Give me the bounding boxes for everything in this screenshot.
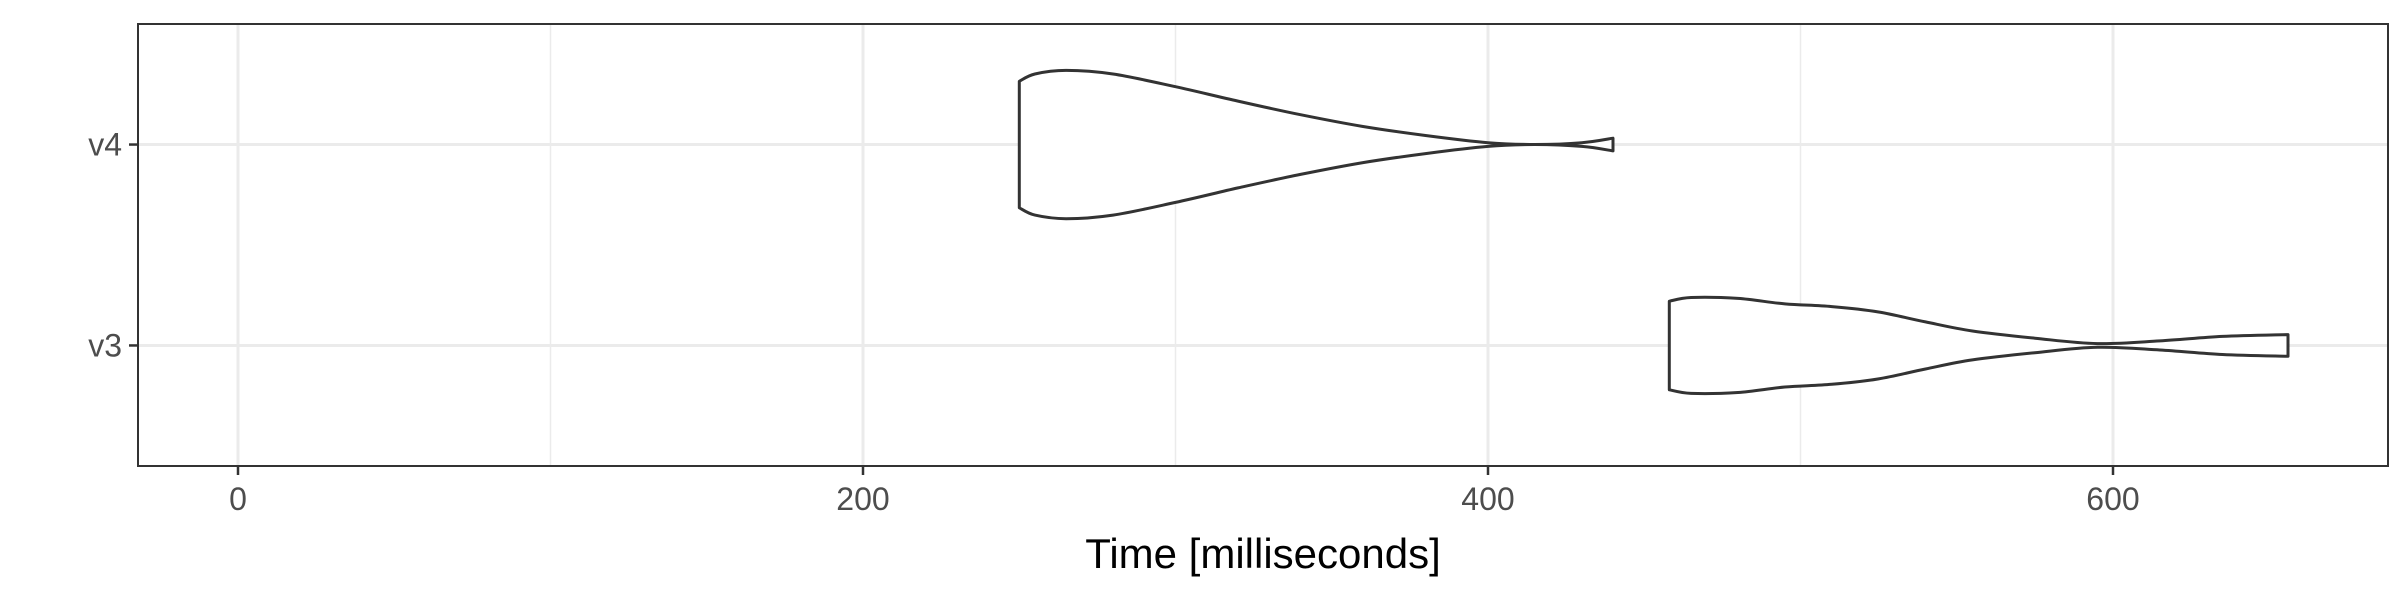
x-axis-title: Time [milliseconds]	[1085, 530, 1441, 577]
violin-v3	[1667, 295, 2290, 396]
axes: 0 200 400 600 v3 v4	[88, 127, 2139, 517]
x-tick-label: 0	[229, 481, 247, 517]
y-tick-label: v3	[88, 327, 122, 363]
y-tick-label: v4	[88, 127, 122, 163]
violin-v4	[1017, 68, 1615, 221]
panel-background	[138, 24, 2388, 466]
x-tick-label: 400	[1461, 481, 1514, 517]
violins	[1017, 68, 2290, 396]
x-tick-label: 200	[836, 481, 889, 517]
panel-border	[137, 23, 2389, 467]
x-tick-label: 600	[2086, 481, 2139, 517]
